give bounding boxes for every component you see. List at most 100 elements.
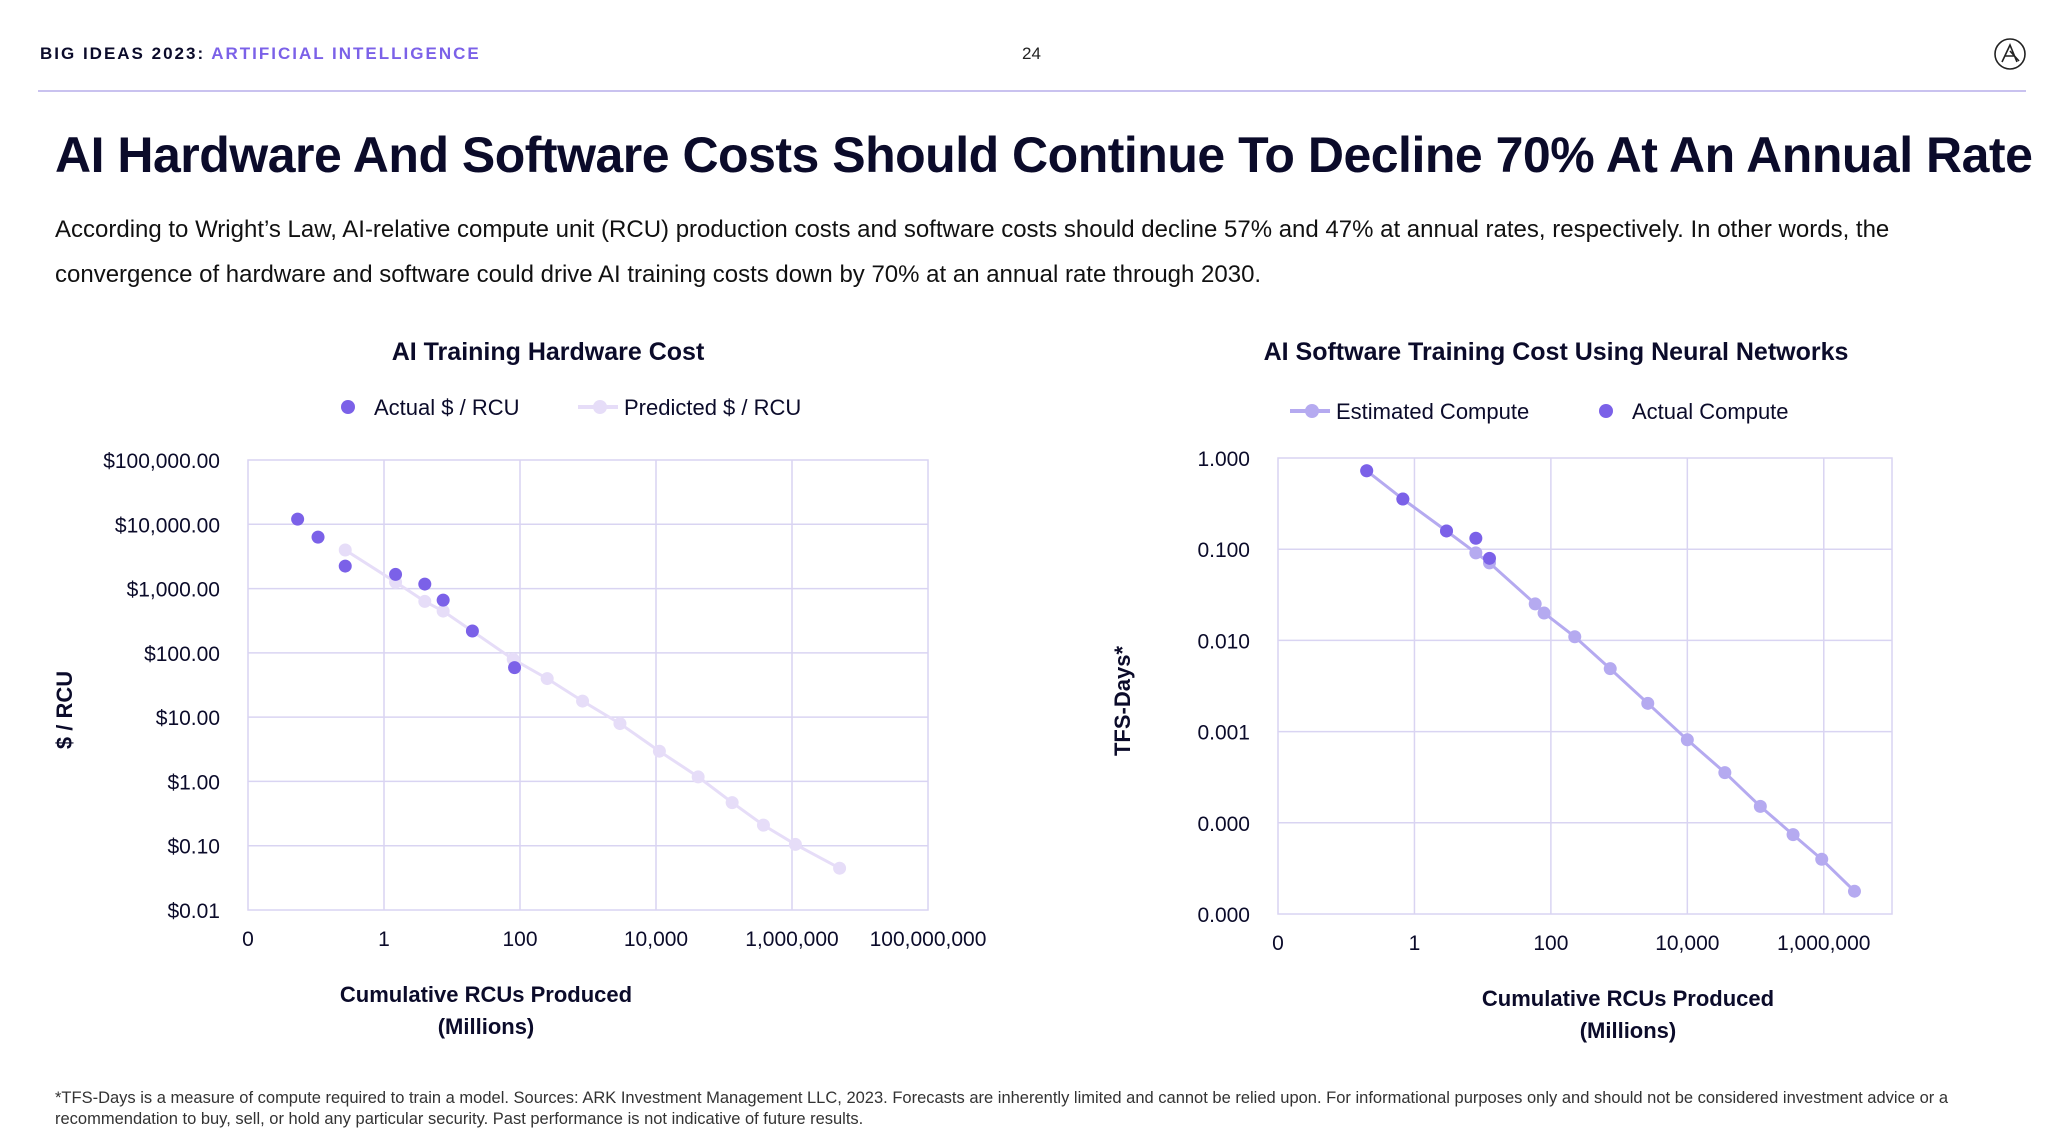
page-title: AI Hardware And Software Costs Should Co… xyxy=(55,127,2033,183)
data-point xyxy=(338,559,352,573)
data-point xyxy=(691,770,705,784)
data-point xyxy=(1396,492,1410,506)
data-point xyxy=(418,594,432,608)
x-tick-label: 100 xyxy=(502,928,537,951)
y-axis-label: $ / RCU xyxy=(52,671,77,749)
hardware-cost-chart: AI Training Hardware Cost Actual $ / RCU P… xyxy=(40,330,1000,1050)
x-tick-label: 10,000 xyxy=(624,928,688,951)
legend-label: Predicted $ / RCU xyxy=(624,395,801,420)
x-axis-unit: (Millions) xyxy=(1580,1018,1677,1043)
legend-label: Actual $ / RCU xyxy=(374,395,520,420)
series-actual-compute xyxy=(1360,464,1496,565)
y-tick-label: $100.00 xyxy=(144,643,220,666)
series-actual-rcu xyxy=(291,512,522,675)
x-tick-label: 0 xyxy=(1272,932,1284,955)
data-point xyxy=(1815,852,1829,866)
x-tick-label: 1 xyxy=(378,928,390,951)
page-number: 24 xyxy=(1022,44,1041,63)
x-tick-label: 100,000,000 xyxy=(870,928,987,951)
header-brand: BIG IDEAS 2023: ARTIFICIAL INTELLIGENCE xyxy=(40,44,481,64)
y-tick-label: $1.00 xyxy=(167,771,220,794)
data-point xyxy=(1603,662,1617,676)
header-brand-prefix: BIG IDEAS 2023: xyxy=(40,44,206,63)
x-tick-label: 100 xyxy=(1533,932,1568,955)
legend-marker-swatch xyxy=(593,400,607,414)
x-tick-label: 1,000,000 xyxy=(1777,932,1870,955)
data-point xyxy=(436,593,450,607)
legend-marker-swatch xyxy=(1599,404,1613,418)
legend-label: Estimated Compute xyxy=(1336,399,1529,424)
y-tick-label: 0.000 xyxy=(1197,813,1250,836)
legend-marker-swatch xyxy=(1305,404,1319,418)
data-point xyxy=(1528,597,1542,611)
y-tick-label: $0.01 xyxy=(167,900,220,923)
data-point xyxy=(465,624,479,638)
data-point xyxy=(725,796,739,810)
data-point xyxy=(1469,546,1483,560)
header-divider xyxy=(38,90,2026,92)
data-point xyxy=(291,512,305,526)
data-point xyxy=(833,861,847,875)
y-tick-label: $10.00 xyxy=(156,707,220,730)
data-point xyxy=(788,837,802,851)
data-point xyxy=(1568,630,1582,644)
data-point xyxy=(1482,551,1496,565)
page-subtitle: According to Wright’s Law, AI-relative c… xyxy=(55,216,1890,288)
plot-area xyxy=(247,459,929,911)
data-point xyxy=(311,530,325,544)
data-point xyxy=(1440,524,1454,538)
data-point xyxy=(613,717,627,731)
chart-legend: Estimated Compute Actual Compute xyxy=(1290,399,1789,424)
series-line xyxy=(1365,469,1856,893)
y-tick-label: 0.000 xyxy=(1197,904,1250,927)
data-point xyxy=(1753,799,1767,813)
x-tick-label: 1,000,000 xyxy=(745,928,838,951)
y-axis-label: TFS-Days* xyxy=(1110,646,1135,756)
data-point xyxy=(540,672,554,686)
data-point xyxy=(1537,606,1551,620)
data-point xyxy=(1718,766,1732,780)
y-tick-label: $1,000.00 xyxy=(127,579,220,602)
header-brand-topic: ARTIFICIAL INTELLIGENCE xyxy=(211,44,481,63)
data-point xyxy=(338,543,352,557)
data-point xyxy=(1680,733,1694,747)
data-point xyxy=(756,818,770,832)
series-estimated-compute xyxy=(1360,464,1861,898)
chart-title: AI Software Training Cost Using Neural N… xyxy=(1264,338,1849,366)
data-point xyxy=(652,744,666,758)
y-tick-label: 1.000 xyxy=(1197,448,1250,471)
x-tick-label: 0 xyxy=(242,928,254,951)
series-predicted-rcu xyxy=(338,543,847,875)
y-tick-label: $10,000.00 xyxy=(115,514,220,537)
data-point xyxy=(508,661,522,675)
data-point xyxy=(1641,696,1655,710)
ark-logo-icon xyxy=(1994,38,2026,70)
chart-grid xyxy=(247,459,929,911)
chart-legend: Actual $ / RCU Predicted $ / RCU xyxy=(341,395,801,420)
x-axis-label: Cumulative RCUs Produced xyxy=(340,982,632,1007)
chart-svg-1: AI Software Training Cost Using Neural N… xyxy=(1110,338,1893,1043)
data-point xyxy=(1360,464,1374,478)
y-tick-label: 0.001 xyxy=(1197,722,1250,745)
chart-title: AI Training Hardware Cost xyxy=(392,338,705,366)
x-axis-label: Cumulative RCUs Produced xyxy=(1482,986,1774,1011)
y-tick-label: $0.10 xyxy=(167,836,220,859)
y-tick-label: 0.010 xyxy=(1197,630,1250,653)
plot-area xyxy=(1277,457,1893,915)
data-point xyxy=(1786,828,1800,842)
x-tick-label: 1 xyxy=(1409,932,1421,955)
software-cost-chart: AI Software Training Cost Using Neural N… xyxy=(1080,330,2020,1050)
legend-marker-swatch xyxy=(341,400,355,414)
x-axis-unit: (Millions) xyxy=(438,1014,535,1039)
legend-label: Actual Compute xyxy=(1632,399,1789,424)
chart-grid xyxy=(1277,457,1893,915)
data-point xyxy=(576,694,590,708)
chart-svg-0: AI Training Hardware Cost Actual $ / RCU P… xyxy=(52,338,987,1039)
footnote: *TFS-Days is a measure of compute requir… xyxy=(55,1089,1949,1128)
y-tick-label: 0.100 xyxy=(1197,539,1250,562)
data-point xyxy=(1847,884,1861,898)
data-point xyxy=(436,604,450,618)
data-point xyxy=(389,567,403,581)
y-tick-label: $100,000.00 xyxy=(103,450,220,473)
x-tick-label: 10,000 xyxy=(1655,932,1719,955)
